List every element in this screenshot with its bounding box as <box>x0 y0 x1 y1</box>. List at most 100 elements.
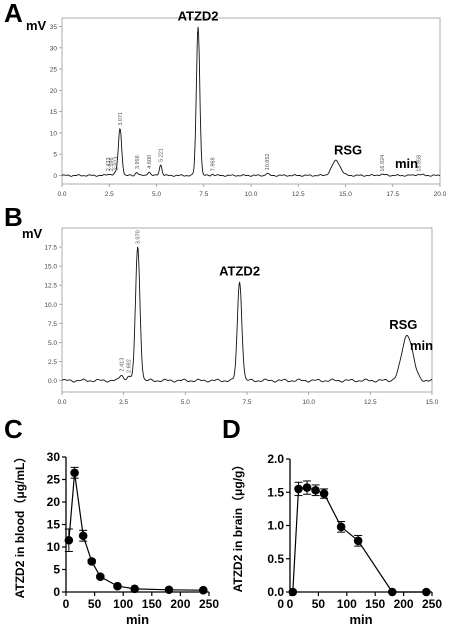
data-point <box>198 585 208 595</box>
y-tick-label: 20 <box>50 88 58 95</box>
y-tick-label: 25 <box>47 473 61 487</box>
panel-letter: C <box>4 414 23 444</box>
data-point <box>164 585 174 595</box>
y-tick-label: 2.5 <box>48 359 57 366</box>
retention-time-label: 3.071 <box>118 112 124 126</box>
y-tick-label: 20 <box>47 495 61 509</box>
x-tick-label: 200 <box>170 597 190 611</box>
panel-letter: A <box>4 0 23 28</box>
panel-B: BmV 0.0 2.5 5.0 7.5 10.0 12.5 15.0 0.0 2.5 5.0 7.5 1… <box>4 202 439 406</box>
x-tick-label: 250 <box>199 597 219 611</box>
data-point <box>113 581 122 591</box>
y-tick-label: 15 <box>47 518 61 532</box>
y-tick-label: 12.5 <box>44 283 57 290</box>
y-tick-label: 17.5 <box>44 245 57 252</box>
y-tick-label: 0 <box>53 173 57 180</box>
y-tick-label: 0 <box>53 585 60 599</box>
x-tick-label: 100 <box>337 597 357 611</box>
x-tick-label: 15.0 <box>339 191 352 198</box>
x-axis-label: min <box>126 612 149 627</box>
x-tick-label: 50 <box>312 597 326 611</box>
panel-letter: D <box>222 414 241 444</box>
x-axis-label: min <box>410 338 433 353</box>
data-point <box>70 468 79 478</box>
chromatogram-trace <box>61 26 441 177</box>
data-point <box>294 484 303 494</box>
data-point <box>311 485 320 495</box>
data-point <box>387 587 397 597</box>
x-tick-label: 150 <box>365 597 385 611</box>
x-tick-label: 250 <box>422 597 442 611</box>
x-axis-label: min <box>395 156 418 171</box>
x-axis-label: min <box>349 612 372 627</box>
retention-time-label: 3.956 <box>135 155 141 169</box>
retention-time-label: 18.858 <box>416 155 422 172</box>
x-tick-label: 12.5 <box>292 191 305 198</box>
y-tick-label: 1.5 <box>267 485 284 499</box>
y-tick-label-extra: 0 <box>277 597 284 611</box>
y-axis-label: mV <box>26 18 47 33</box>
y-tick-label: 7.5 <box>48 321 57 328</box>
retention-time-label: 3.070 <box>136 230 142 244</box>
peak-label: RSG <box>389 317 417 332</box>
x-tick-label: 17.5 <box>386 191 399 198</box>
plot-frame <box>61 227 433 393</box>
y-tick-label: 2.0 <box>267 452 284 466</box>
retention-time-label: 2.413 <box>120 358 126 372</box>
x-tick-label: 0 <box>63 597 70 611</box>
retention-time-label: 2.692 <box>126 359 132 373</box>
chromatogram-trace <box>61 246 433 383</box>
x-tick-label: 200 <box>394 597 414 611</box>
x-tick-label: 15.0 <box>426 399 439 406</box>
y-axis-label: ATZD2 in brain（μg/g） <box>230 459 245 593</box>
x-tick-label: 2.5 <box>105 191 114 198</box>
y-tick-label: 30 <box>47 450 61 464</box>
y-tick-label: 0.0 <box>48 378 57 385</box>
x-tick-label: 7.5 <box>242 399 251 406</box>
x-tick-label: 0.0 <box>57 399 66 406</box>
x-tick-label: 0.0 <box>57 191 66 198</box>
x-tick-label: 5.0 <box>152 191 161 198</box>
y-tick-label: 0.0 <box>267 585 284 599</box>
y-tick-label: 35 <box>50 24 58 31</box>
x-tick-label: 7.5 <box>199 191 208 198</box>
retention-time-label: 7.968 <box>211 157 217 171</box>
data-point <box>130 584 139 594</box>
y-tick-label: 10 <box>50 130 58 137</box>
peak-label: RSG <box>334 143 362 158</box>
panel-D: D 0 50 100 150 200 250 0.0 0.5 1.0 1.5 2.0 0 min ATZD2… <box>222 414 442 627</box>
x-tick-label: 0 <box>287 597 294 611</box>
panel-C: C 0 50 100 150 200 250 0 5 10 15 20 25 30 min ATZD2 in … <box>4 414 219 627</box>
data-point <box>78 531 88 541</box>
data-point <box>336 522 346 532</box>
x-tick-label: 10.0 <box>245 191 258 198</box>
retention-time-label: 2.433 <box>106 157 112 171</box>
data-point <box>422 587 431 597</box>
x-tick-label: 5.0 <box>181 399 190 406</box>
y-tick-label: 1.0 <box>267 519 284 533</box>
y-tick-label: 10.0 <box>44 302 57 309</box>
y-tick-label: 15.0 <box>44 264 57 271</box>
y-tick-label: 5 <box>53 563 60 577</box>
x-tick-label: 100 <box>113 597 133 611</box>
y-tick-label: 0.5 <box>267 552 284 566</box>
y-axis-label: mV <box>22 226 43 241</box>
retention-time-label: 2.823 <box>113 157 119 171</box>
series-line <box>68 472 204 591</box>
retention-time-label: 10.852 <box>265 154 271 171</box>
x-tick-label: 20.0 <box>434 191 447 198</box>
x-tick-label: 50 <box>88 597 102 611</box>
peak-label: ATZD2 <box>219 263 260 278</box>
y-tick-label: 10 <box>47 540 61 554</box>
x-tick-label: 12.5 <box>364 399 377 406</box>
x-tick-label: 10.0 <box>302 399 315 406</box>
y-tick-label: 25 <box>50 67 58 74</box>
data-point <box>319 489 329 498</box>
peak-label: ATZD2 <box>178 9 219 24</box>
retention-time-label: 2.596 <box>109 157 115 171</box>
data-point <box>353 536 363 546</box>
x-tick-label: 2.5 <box>119 399 128 406</box>
x-tick-label: 150 <box>142 597 162 611</box>
